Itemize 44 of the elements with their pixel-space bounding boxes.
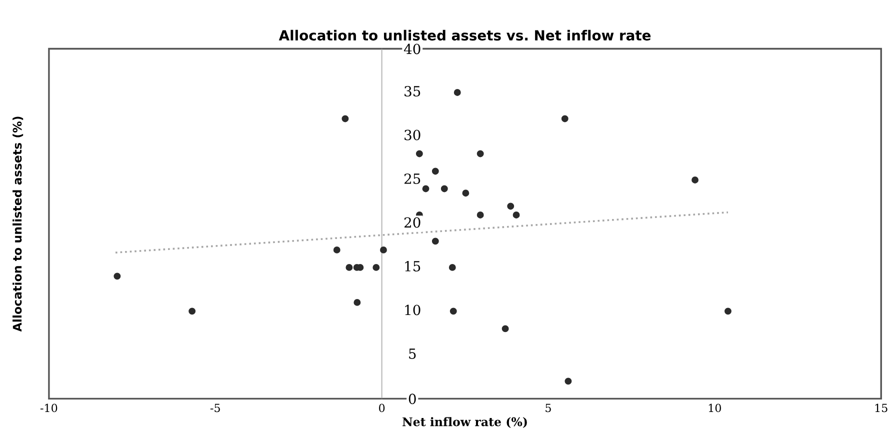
point (724, 308, 732, 315)
y-tick-label: 0 (408, 394, 416, 404)
point (448, 264, 456, 271)
x-tick-label: 15 (875, 404, 888, 412)
x-tick-label: -10 (40, 404, 58, 412)
chart-title: Allocation to unlisted assets vs. Net inflow rate (278, 30, 651, 41)
point (342, 115, 349, 122)
y-tick-label: 35 (404, 86, 420, 97)
y-tick-label: 10 (405, 304, 420, 316)
point (333, 246, 340, 254)
point (416, 150, 423, 158)
point (432, 238, 439, 245)
y-tick-label: 25 (404, 173, 420, 184)
point (114, 272, 121, 280)
y-tick-label: 15 (405, 260, 420, 272)
point (476, 211, 484, 218)
point (432, 168, 439, 175)
point (502, 325, 509, 332)
point (462, 190, 470, 197)
y-tick-label: 30 (404, 130, 420, 140)
point (422, 185, 430, 192)
point (354, 298, 361, 306)
y-tick-label: 40 (404, 44, 420, 54)
point (454, 89, 461, 96)
x-tick-label: -5 (210, 404, 220, 412)
point (372, 264, 380, 271)
point (440, 185, 448, 192)
point (692, 176, 699, 184)
point (476, 150, 484, 158)
point (564, 378, 572, 385)
point (512, 211, 520, 218)
point (507, 202, 514, 210)
x-tick-label: 10 (708, 404, 721, 412)
point (450, 308, 457, 315)
x-tick-label: 5 (546, 404, 551, 412)
x-tick-label: 0 (379, 404, 385, 412)
point (380, 246, 387, 254)
y-axis-title: Allocation to unlisted assets (%) (12, 116, 24, 332)
y-tick-label: 5 (409, 348, 416, 359)
point (346, 264, 353, 271)
point (561, 115, 568, 122)
x-axis-title: Net inflow rate (%) (402, 417, 527, 428)
y-tick-label: 20 (404, 217, 420, 228)
point (188, 308, 196, 315)
